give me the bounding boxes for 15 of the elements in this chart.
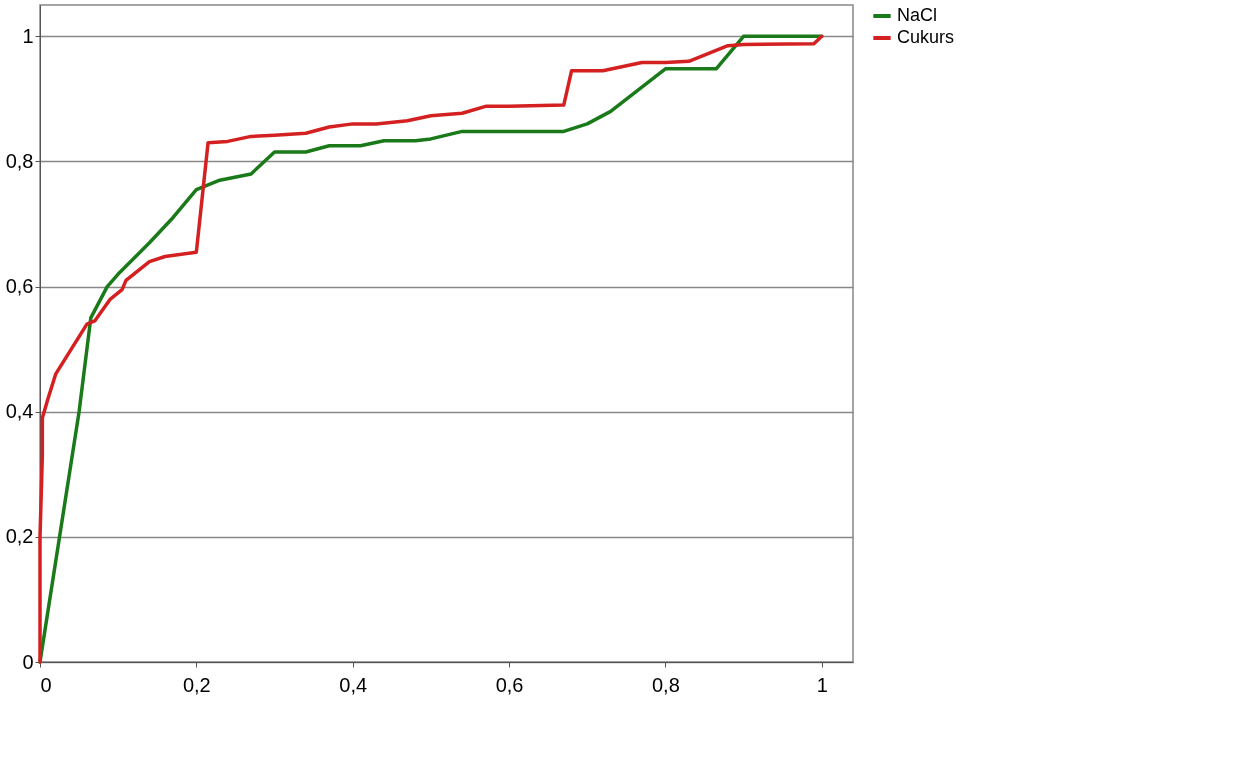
x-tick-label: 0,2 [182,673,211,696]
legend-label: NaCl [897,5,938,25]
y-tick-label: 1 [22,24,34,47]
line-series [38,34,824,664]
x-tick-label: 0,4 [339,673,368,696]
y-tick-label: 0 [22,650,34,673]
y-tick-label: 0,6 [5,275,34,298]
x-tick-label: 0,8 [651,673,680,696]
y-tick-label: 0,2 [5,525,34,548]
x-tick-label: 1 [816,673,828,696]
y-tick-label: 0,4 [5,400,34,423]
y-tick-label: 0,8 [5,149,34,172]
x-tick-label: 0 [40,673,52,696]
legend-label: Cukurs [897,27,955,47]
x-tick-label: 0,6 [495,673,524,696]
